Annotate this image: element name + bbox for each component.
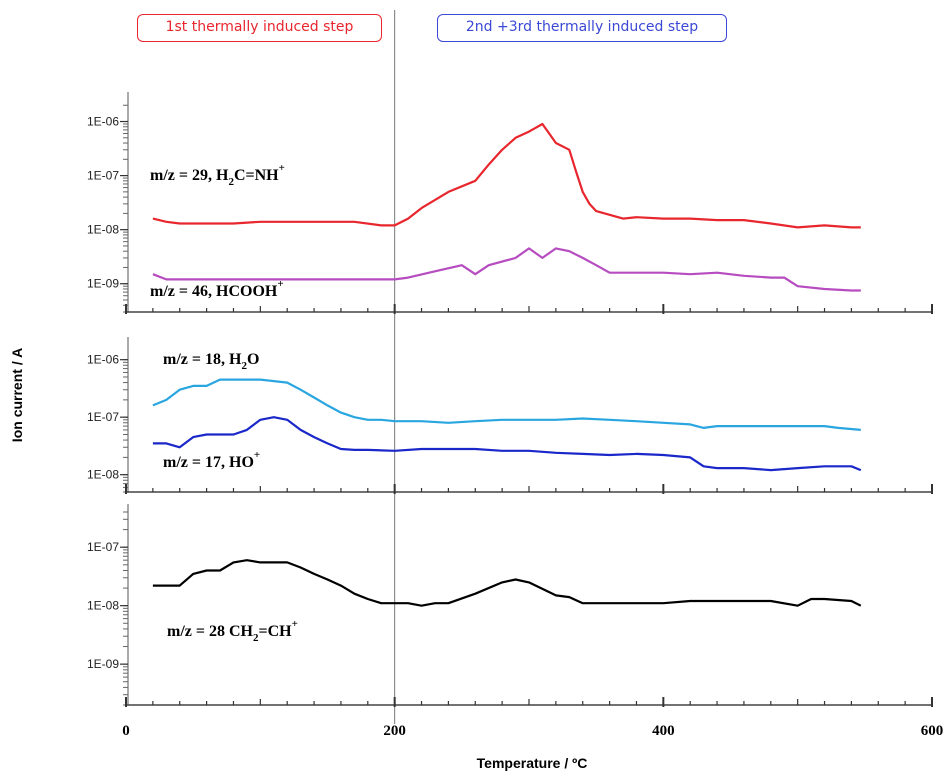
label-main: m/z = 17, HO	[163, 454, 254, 471]
y-tick-label: 1E-06	[87, 115, 119, 129]
y-tick-label: 1E-08	[87, 468, 119, 482]
series-label: m/z = 29, H2C=NH+	[150, 162, 285, 188]
x-tick-label: 200	[383, 723, 406, 739]
label-superscript: +	[292, 618, 298, 630]
series-line	[152, 559, 862, 607]
step-1-box: 1st thermally induced step	[137, 14, 382, 42]
y-tick-label: 1E-09	[87, 657, 119, 671]
y-tick-label: 1E-09	[87, 277, 119, 291]
x-tick-label: 600	[921, 723, 944, 739]
label-subscript: 2	[253, 632, 259, 644]
series-label: m/z = 46, HCOOH+	[150, 278, 284, 300]
label-superscript: +	[254, 449, 260, 461]
label-main: m/z = 18, H	[163, 351, 242, 368]
series-line	[152, 416, 862, 472]
y-tick-label: 1E-07	[87, 169, 119, 183]
label-superscript: +	[279, 162, 285, 174]
y-tick-label: 1E-08	[87, 223, 119, 237]
step-2-box: 2nd +3rd thermally induced step	[437, 14, 727, 42]
y-tick-label: 1E-06	[87, 353, 119, 367]
y-tick-label: 1E-08	[87, 599, 119, 613]
y-tick-label: 1E-07	[87, 410, 119, 424]
series-line	[152, 122, 861, 229]
x-tick-label: 400	[652, 723, 675, 739]
y-tick-label: 1E-07	[87, 540, 119, 554]
label-rest: C=NH	[234, 167, 279, 184]
label-superscript: +	[277, 278, 283, 290]
series-line	[152, 247, 861, 292]
label-main: m/z = 29, H	[150, 167, 229, 184]
series-line	[152, 378, 861, 431]
label-main: m/z = 28 CH	[167, 623, 254, 640]
label-rest: O	[247, 351, 259, 368]
y-axis-title: Ion current / A	[9, 348, 25, 442]
label-rest: =CH	[259, 623, 293, 640]
series-layer	[152, 122, 862, 607]
label-subscript: 2	[228, 176, 234, 188]
series-label: m/z = 17, HO+	[163, 449, 260, 471]
x-tick-label: 0	[122, 723, 130, 739]
series-label: m/z = 28 CH2=CH+	[167, 618, 298, 644]
x-axis-title: Temperature / ºC	[477, 755, 588, 771]
label-main: m/z = 46, HCOOH	[150, 283, 278, 300]
label-subscript: 2	[241, 360, 247, 372]
series-label: m/z = 18, H2O	[163, 351, 259, 372]
series-labels: m/z = 29, H2C=NH+m/z = 46, HCOOH+m/z = 1…	[150, 162, 298, 644]
axes-layer: 1E-09 1E-08 1E-07 1E-06 1E-08 1E-07 1E-06 1E-09…	[87, 92, 943, 739]
